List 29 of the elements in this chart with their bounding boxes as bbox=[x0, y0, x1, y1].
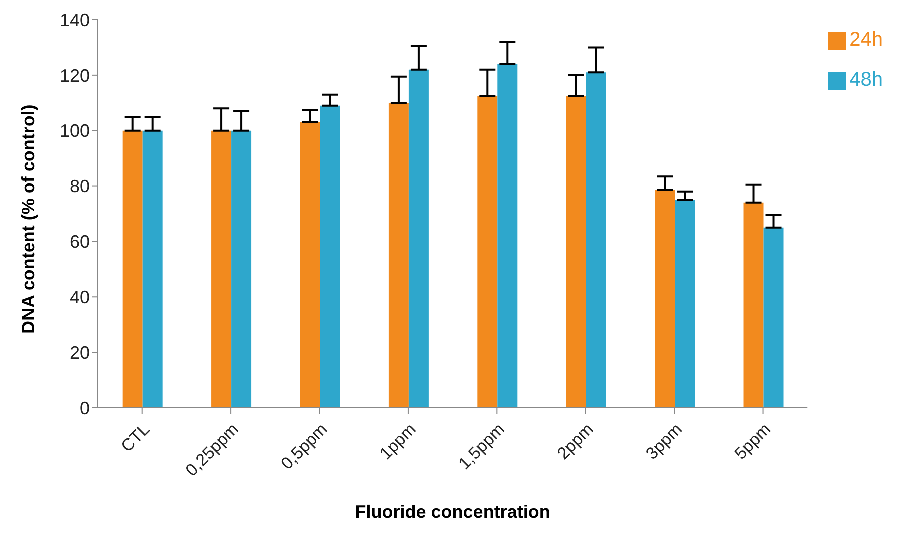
y-tick-label: 40 bbox=[70, 288, 90, 308]
legend-label: 24h bbox=[850, 29, 883, 51]
bar bbox=[566, 96, 586, 408]
y-tick-label: 20 bbox=[70, 342, 90, 363]
bar bbox=[744, 202, 764, 408]
bar bbox=[655, 190, 676, 408]
legend-label: 48h bbox=[850, 69, 883, 91]
bar bbox=[232, 130, 252, 408]
bar bbox=[388, 103, 409, 408]
x-tick-label: CTL bbox=[118, 420, 154, 456]
x-axis-title: Fluoride concentration bbox=[355, 502, 550, 522]
y-tick-label: 60 bbox=[70, 232, 90, 252]
bar bbox=[586, 72, 606, 408]
bar bbox=[408, 70, 429, 408]
bar bbox=[675, 200, 696, 408]
y-tick-label: 0 bbox=[80, 398, 90, 418]
y-tick-label: 100 bbox=[60, 121, 90, 142]
bar bbox=[320, 106, 340, 408]
y-axis-title: DNA content (% of control) bbox=[18, 104, 38, 334]
bar bbox=[498, 64, 518, 408]
y-tick-label: 120 bbox=[60, 66, 90, 86]
bar bbox=[764, 228, 784, 408]
bar bbox=[478, 96, 498, 408]
y-tick-label: 80 bbox=[70, 176, 90, 197]
bar bbox=[142, 130, 163, 408]
bar bbox=[122, 130, 143, 408]
y-tick-label: 140 bbox=[60, 10, 90, 30]
bar bbox=[212, 130, 232, 408]
bar bbox=[300, 122, 320, 408]
